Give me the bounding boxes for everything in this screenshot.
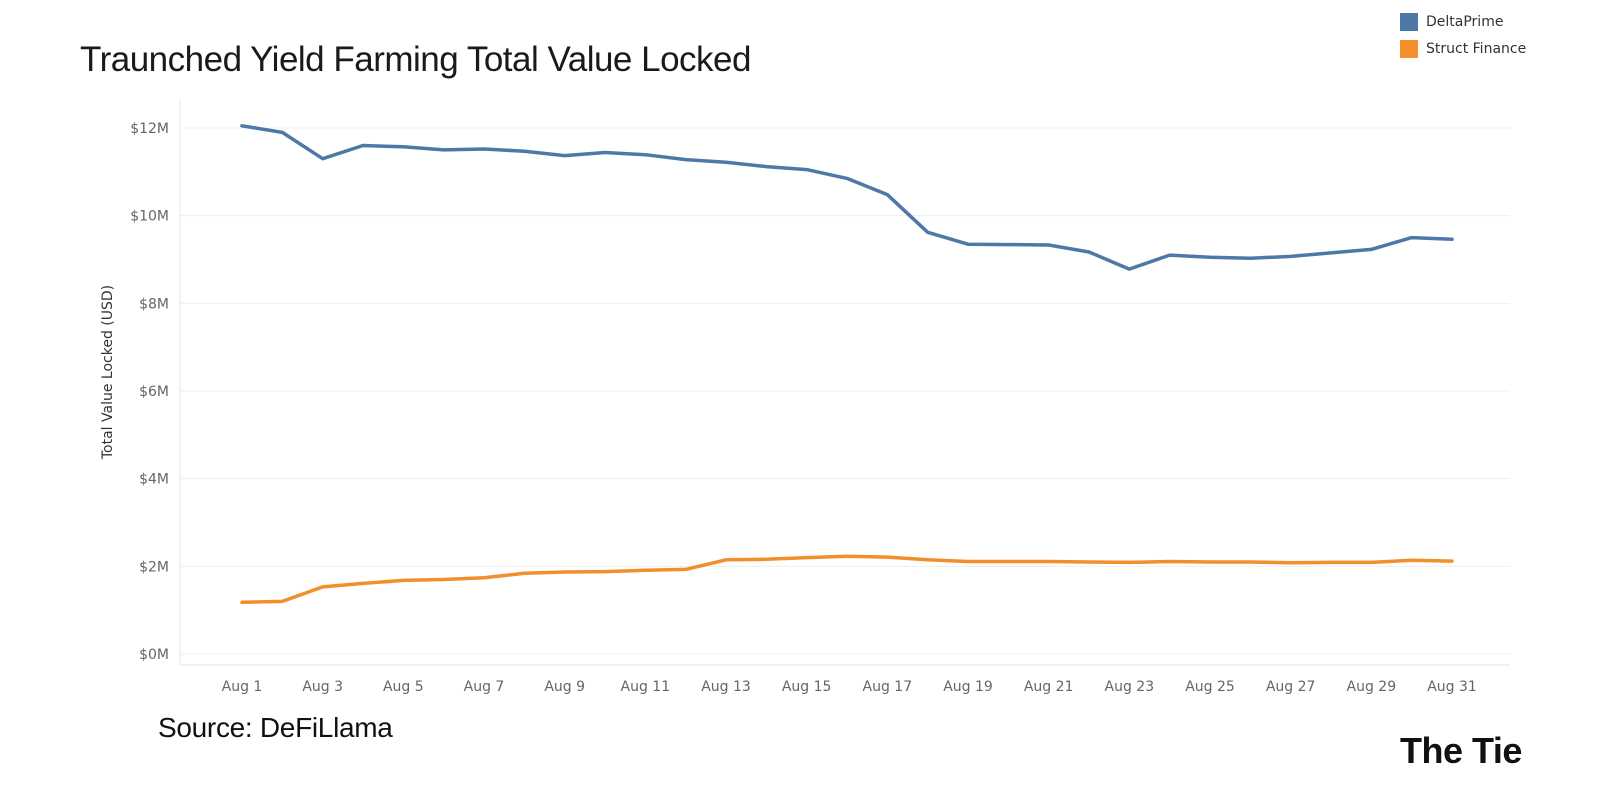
x-tick-label: Aug 1 — [222, 679, 263, 695]
y-axis-label: Total Value Locked (USD) — [100, 285, 116, 460]
y-tick-label: $12M — [130, 121, 169, 137]
x-tick-label: Aug 15 — [782, 679, 832, 695]
legend-swatch-struct-finance — [1400, 39, 1418, 58]
x-tick-label: Aug 31 — [1427, 679, 1477, 695]
axes: $0M $2M $4M $6M $8M $10M $12M Aug 1 Aug 3 Aug 5 Au… — [130, 100, 1510, 695]
x-tick-label: Aug 23 — [1105, 679, 1155, 695]
legend-label-struct-finance: Struct Finance — [1426, 40, 1527, 57]
x-tick-label: Aug 29 — [1347, 679, 1397, 695]
x-tick-label: Aug 19 — [943, 679, 993, 695]
y-tick-label: $10M — [130, 209, 169, 225]
legend: DeltaPrime Struct Finance — [1400, 8, 1526, 62]
chart-title: Traunched Yield Farming Total Value Lock… — [80, 40, 752, 79]
legend-item-struct-finance[interactable]: Struct Finance — [1400, 35, 1526, 62]
x-tick-label: Aug 13 — [701, 679, 751, 695]
x-tick-label: Aug 25 — [1185, 679, 1235, 695]
brand-logo: The Tie — [1400, 730, 1522, 771]
series-line-struct-finance[interactable] — [240, 554, 1454, 605]
x-tick-label: Aug 9 — [544, 679, 585, 695]
x-tick-label: Aug 5 — [383, 679, 424, 695]
series-line-deltaprime[interactable] — [240, 124, 1454, 271]
legend-label-deltaprime: DeltaPrime — [1426, 13, 1504, 30]
y-tick-label: $0M — [139, 647, 169, 663]
grid-lines — [180, 127, 1510, 655]
source-note: Source: DeFiLlama — [158, 712, 393, 743]
x-tick-label: Aug 27 — [1266, 679, 1316, 695]
y-tick-label: $6M — [139, 384, 169, 400]
x-tick-label: Aug 7 — [464, 679, 505, 695]
y-tick-label: $4M — [139, 472, 169, 488]
legend-item-deltaprime[interactable]: DeltaPrime — [1400, 8, 1526, 35]
x-tick-label: Aug 3 — [302, 679, 343, 695]
y-tick-label: $2M — [139, 559, 169, 575]
x-tick-label: Aug 21 — [1024, 679, 1074, 695]
legend-swatch-deltaprime — [1400, 12, 1418, 31]
y-tick-label: $8M — [139, 296, 169, 312]
x-tick-label: Aug 11 — [621, 679, 671, 695]
x-tick-label: Aug 17 — [863, 679, 913, 695]
series-lines — [240, 124, 1454, 605]
